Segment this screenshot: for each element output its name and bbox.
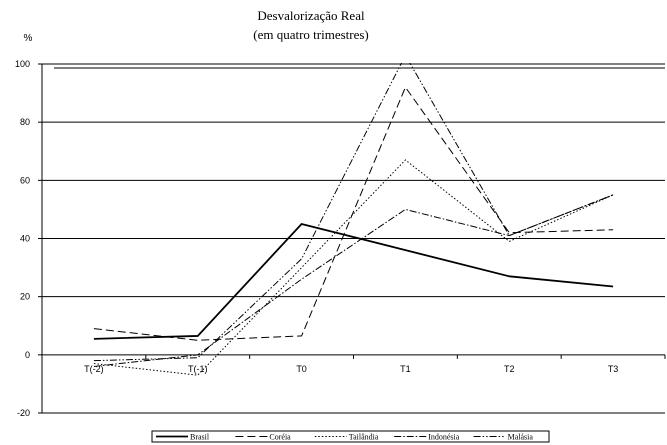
y-axis-label: % bbox=[24, 33, 33, 44]
series-line-tailândia bbox=[93, 159, 614, 376]
y-tick-label: -20 bbox=[17, 408, 30, 418]
legend-label: Tailândia bbox=[349, 433, 379, 442]
x-tick-label: T0 bbox=[296, 364, 307, 374]
x-tick-label: T2 bbox=[504, 364, 515, 374]
chart-subtitle: (em quatro trimestres) bbox=[253, 27, 369, 42]
x-tick-label: T3 bbox=[608, 364, 619, 374]
x-tick-label: T(-1) bbox=[188, 364, 208, 374]
legend-label: Brasil bbox=[190, 433, 210, 442]
y-tick-label: 0 bbox=[25, 350, 30, 360]
legend-label: Malásia bbox=[508, 433, 534, 442]
y-tick-label: 40 bbox=[20, 234, 30, 244]
x-tick-label: T1 bbox=[400, 364, 411, 374]
legend-label: Indonésia bbox=[428, 433, 460, 442]
series-line-malásia bbox=[93, 63, 614, 362]
x-tick-label: T(-2) bbox=[84, 364, 104, 374]
y-tick-label: 80 bbox=[20, 117, 30, 127]
y-tick-label: 60 bbox=[20, 175, 30, 185]
chart-title: Desvalorização Real bbox=[257, 8, 365, 23]
series-line-coréia bbox=[93, 86, 614, 341]
legend-box bbox=[151, 430, 550, 443]
y-tick-label: 20 bbox=[20, 292, 30, 302]
y-tick-label: 100 bbox=[15, 59, 30, 69]
series-line-brasil bbox=[93, 222, 614, 340]
series-line-indonésia bbox=[93, 194, 614, 367]
legend-label: Coréia bbox=[269, 433, 291, 442]
